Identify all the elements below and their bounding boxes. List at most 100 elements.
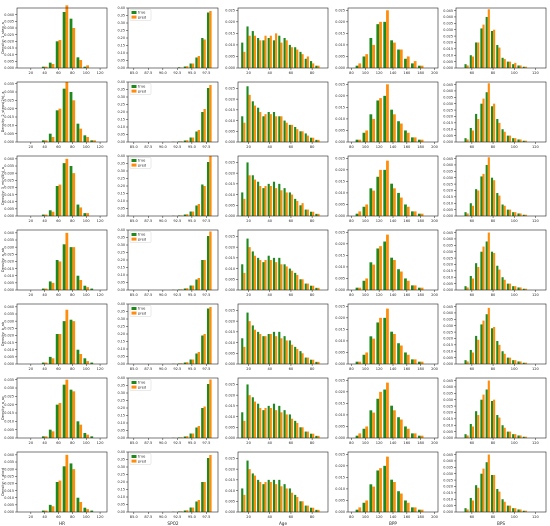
bar-pred bbox=[519, 213, 522, 216]
bar-true bbox=[206, 12, 210, 68]
axes-frame bbox=[455, 229, 547, 291]
bar-pred bbox=[79, 424, 83, 438]
bar-pred bbox=[466, 65, 469, 68]
bar-true bbox=[362, 354, 366, 364]
y-tick-label: 0.020 bbox=[225, 319, 235, 323]
bar-pred bbox=[519, 287, 522, 290]
y-tick-label: 0.030 bbox=[443, 398, 453, 402]
bar-pred bbox=[406, 502, 410, 512]
bar-pred bbox=[503, 279, 506, 290]
bar-true bbox=[390, 109, 393, 142]
bar-true bbox=[501, 277, 504, 290]
y-tick-label: 0.015 bbox=[443, 491, 453, 495]
y-tick-label: 0.005 bbox=[335, 351, 345, 355]
bar-pred bbox=[301, 54, 304, 68]
y-tick-label: 0.010 bbox=[335, 117, 345, 121]
bar-true bbox=[304, 431, 307, 438]
y-tick-label: 0.00 bbox=[117, 66, 125, 70]
bar-true bbox=[299, 205, 302, 216]
row-label: Density: a_ac bbox=[1, 396, 5, 420]
x-tick-label: 60 bbox=[289, 515, 294, 519]
x-tick-label: 80 bbox=[310, 145, 315, 149]
bar-true bbox=[506, 209, 509, 216]
y-tick-label: 0.00 bbox=[117, 362, 125, 366]
bar-pred bbox=[386, 456, 389, 512]
axes-frame bbox=[16, 229, 108, 291]
y-tick-label: 0.000 bbox=[335, 510, 345, 514]
legend-label-true: true bbox=[138, 233, 146, 237]
x-tick-label: 60 bbox=[289, 219, 294, 223]
bar-pred bbox=[301, 203, 304, 216]
y-tick-label: 0.010 bbox=[225, 193, 235, 197]
bar-true bbox=[496, 265, 499, 290]
bar-pred bbox=[301, 131, 304, 142]
y-tick-label: 0.015 bbox=[225, 330, 235, 334]
x-tick-label: 100 bbox=[83, 367, 91, 371]
bar-pred bbox=[93, 140, 96, 142]
y-tick-label: 0.35 bbox=[117, 88, 125, 92]
bar-pred bbox=[191, 137, 195, 142]
bar-pred bbox=[482, 24, 485, 69]
y-tick-label: 0.010 bbox=[443, 349, 453, 353]
bar-pred bbox=[306, 431, 309, 438]
y-tick-label: 0.30 bbox=[117, 243, 125, 247]
y-tick-label: 0.30 bbox=[117, 169, 125, 173]
x-tick-label: 60 bbox=[470, 71, 475, 75]
bar-true bbox=[501, 425, 504, 438]
bar-pred bbox=[243, 198, 246, 216]
bar-true bbox=[506, 283, 509, 290]
bar-true bbox=[55, 334, 59, 364]
y-tick-label: 0.035 bbox=[4, 312, 14, 316]
x-tick-label: 60 bbox=[289, 71, 294, 75]
axes-frame bbox=[237, 229, 329, 291]
bar-pred bbox=[58, 403, 62, 438]
bar-true bbox=[241, 42, 244, 68]
bar-true bbox=[522, 66, 525, 68]
bar-pred bbox=[197, 278, 200, 290]
subplot-r3-BPS: 0.000 0.005 0.010 0.015 0.020 0.025 0.030 0.035… bbox=[443, 155, 547, 223]
bar-pred bbox=[519, 65, 522, 68]
bar-pred bbox=[290, 47, 294, 68]
bar-true bbox=[55, 110, 59, 142]
x-tick-label: 60 bbox=[56, 145, 61, 149]
bar-true bbox=[257, 403, 260, 438]
y-tick-label: 0.010 bbox=[225, 415, 235, 419]
x-tick-label: 87.5 bbox=[144, 367, 152, 371]
bar-pred bbox=[498, 491, 501, 512]
bar-true bbox=[490, 106, 494, 142]
bar-true bbox=[69, 247, 73, 290]
bar-true bbox=[480, 28, 483, 68]
bar-pred bbox=[317, 361, 320, 364]
bar-true bbox=[411, 433, 414, 438]
x-tick-label: 60 bbox=[470, 219, 475, 223]
bar-true bbox=[62, 163, 66, 216]
bar-true bbox=[512, 64, 515, 68]
bar-pred bbox=[275, 33, 278, 68]
bar-true bbox=[485, 92, 488, 142]
x-tick-label: 92.5 bbox=[173, 219, 181, 223]
bar-true bbox=[315, 139, 318, 142]
bar-pred bbox=[269, 186, 272, 216]
bar-pred bbox=[86, 65, 89, 68]
bar-true bbox=[517, 435, 520, 438]
bar-pred bbox=[264, 186, 267, 216]
bar-pred bbox=[296, 423, 299, 438]
x-tick-label: 200 bbox=[431, 515, 439, 519]
x-tick-label: 120 bbox=[532, 367, 540, 371]
y-tick-label: 0.005 bbox=[225, 55, 235, 59]
bar-pred bbox=[290, 194, 294, 216]
bar-true bbox=[48, 429, 52, 438]
bar-pred bbox=[186, 66, 189, 68]
bar-true bbox=[369, 484, 373, 512]
bar-pred bbox=[487, 232, 490, 290]
x-tick-label: 180 bbox=[417, 293, 425, 297]
bar-pred bbox=[482, 394, 485, 438]
bar-true bbox=[83, 507, 87, 512]
y-tick-label: 0.010 bbox=[225, 267, 235, 271]
bar-pred bbox=[399, 197, 403, 216]
x-tick-label: 60 bbox=[56, 293, 61, 297]
legend-label-pred: pred bbox=[138, 237, 146, 241]
bar-pred bbox=[44, 510, 48, 512]
y-tick-label: 0.030 bbox=[443, 250, 453, 254]
y-tick-label: 0.035 bbox=[4, 238, 14, 242]
